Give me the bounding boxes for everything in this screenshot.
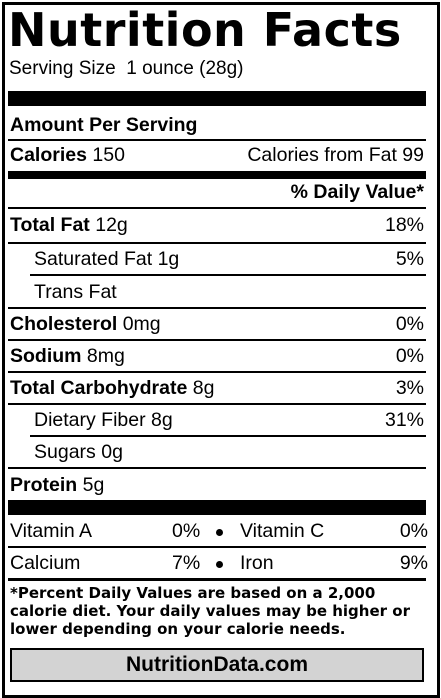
divider bbox=[8, 307, 426, 309]
nutrient-row-total-carbohydrate: Total Carbohydrate 8g 3% bbox=[8, 374, 426, 402]
nutrient-row-total-fat: Total Fat 12g 18% bbox=[8, 211, 426, 239]
nutrient-row-dietary-fiber: Dietary Fiber 8g 31% bbox=[8, 406, 426, 434]
nutrient-name: Protein bbox=[10, 474, 78, 496]
nutrient-name: Sodium bbox=[10, 345, 82, 367]
medium-divider bbox=[8, 171, 426, 179]
nutrient-name: Trans Fat bbox=[34, 281, 117, 303]
calcium-value: 7% bbox=[172, 552, 201, 574]
nutrient-dv: 3% bbox=[395, 377, 424, 399]
amount-per-serving: Amount Per Serving bbox=[10, 114, 198, 136]
nutrient-row-cholesterol: Cholesterol 0mg 0% bbox=[8, 310, 426, 338]
vitamin-a-label: Vitamin A bbox=[10, 520, 93, 542]
nutrient-dv: 31% bbox=[384, 409, 424, 431]
calories: Calories 150 bbox=[10, 141, 125, 169]
bullet-icon bbox=[216, 529, 223, 536]
nutrient-row-sodium: Sodium 8mg 0% bbox=[8, 342, 426, 370]
nutrient-name: Total Fat bbox=[10, 214, 90, 236]
nutrient-amount: 1g bbox=[157, 248, 180, 270]
nutrient-label: Sodium 8mg bbox=[10, 342, 125, 370]
thick-divider-bottom bbox=[8, 500, 426, 515]
nutrient-name: Sugars bbox=[34, 441, 96, 463]
nutrient-amount: 8g bbox=[151, 409, 173, 431]
divider bbox=[8, 207, 426, 209]
nutrient-dv: 0% bbox=[395, 345, 424, 367]
nutrient-row-trans-fat: Trans Fat bbox=[8, 278, 426, 306]
nutrient-amount: 12g bbox=[95, 214, 128, 236]
calories-row: Calories 150 Calories from Fat 99 bbox=[8, 141, 426, 169]
nutrient-name: Total Carbohydrate bbox=[10, 377, 188, 399]
nutrient-label: Dietary Fiber 8g bbox=[34, 406, 173, 434]
calories-from-fat: Calories from Fat 99 bbox=[247, 144, 424, 166]
brand-link[interactable]: NutritionData.com bbox=[10, 648, 424, 682]
calories-label: Calories bbox=[10, 144, 87, 166]
nutrient-label: Saturated Fat 1g bbox=[34, 245, 179, 273]
divider bbox=[8, 467, 426, 469]
nutrient-row-saturated-fat: Saturated Fat 1g 5% bbox=[8, 245, 426, 273]
nutrient-amount: 8g bbox=[192, 377, 215, 399]
divider bbox=[8, 339, 426, 341]
nutrient-amount: 0mg bbox=[122, 313, 161, 335]
divider bbox=[30, 435, 426, 437]
nutrient-dv: 0% bbox=[395, 313, 424, 335]
divider bbox=[30, 274, 426, 276]
nutrient-label: Cholesterol 0mg bbox=[10, 310, 161, 338]
nutrient-name: Saturated Fat bbox=[34, 248, 153, 270]
nutrient-name: Cholesterol bbox=[10, 313, 118, 335]
nutrient-label: Total Carbohydrate 8g bbox=[10, 374, 214, 402]
vitamin-a-value: 0% bbox=[172, 520, 201, 542]
divider bbox=[8, 139, 426, 141]
bullet-icon bbox=[216, 561, 223, 568]
iron-label: Iron bbox=[240, 552, 274, 574]
nutrient-label: Protein 5g bbox=[10, 471, 104, 499]
vitamin-c-value: 0% bbox=[399, 520, 428, 542]
calories-value: 150 bbox=[92, 144, 125, 166]
nutrient-amount: 0g bbox=[101, 441, 123, 463]
divider bbox=[8, 242, 426, 244]
nutrient-row-sugars: Sugars 0g bbox=[8, 438, 426, 466]
divider bbox=[8, 403, 426, 405]
divider bbox=[8, 578, 426, 581]
serving-size: Serving Size 1 ounce (28g) bbox=[9, 58, 244, 79]
nutrient-amount: 5g bbox=[82, 474, 105, 496]
nutrient-dv: 5% bbox=[395, 248, 424, 270]
vitamin-c-label: Vitamin C bbox=[240, 520, 325, 542]
daily-value-header: % Daily Value* bbox=[290, 181, 424, 203]
thick-divider-top bbox=[8, 91, 426, 106]
nutrient-label: Trans Fat bbox=[34, 278, 117, 306]
nutrient-label: Sugars 0g bbox=[34, 438, 123, 466]
divider bbox=[8, 371, 426, 373]
nutrient-amount: 8mg bbox=[86, 345, 125, 367]
iron-value: 9% bbox=[399, 552, 428, 574]
footnote: *Percent Daily Values are based on a 2,0… bbox=[10, 584, 410, 638]
calcium-label: Calcium bbox=[10, 552, 81, 574]
nutrient-row-protein: Protein 5g bbox=[8, 471, 426, 499]
nutrient-dv: 18% bbox=[384, 214, 424, 236]
daily-value-header-row: % Daily Value* bbox=[8, 178, 426, 206]
label-title: Nutrition Facts bbox=[8, 3, 402, 57]
nutrient-label: Total Fat 12g bbox=[10, 211, 128, 239]
nutrient-name: Dietary Fiber bbox=[34, 409, 146, 431]
divider bbox=[8, 546, 426, 548]
amount-per-serving-row: Amount Per Serving bbox=[8, 111, 426, 139]
